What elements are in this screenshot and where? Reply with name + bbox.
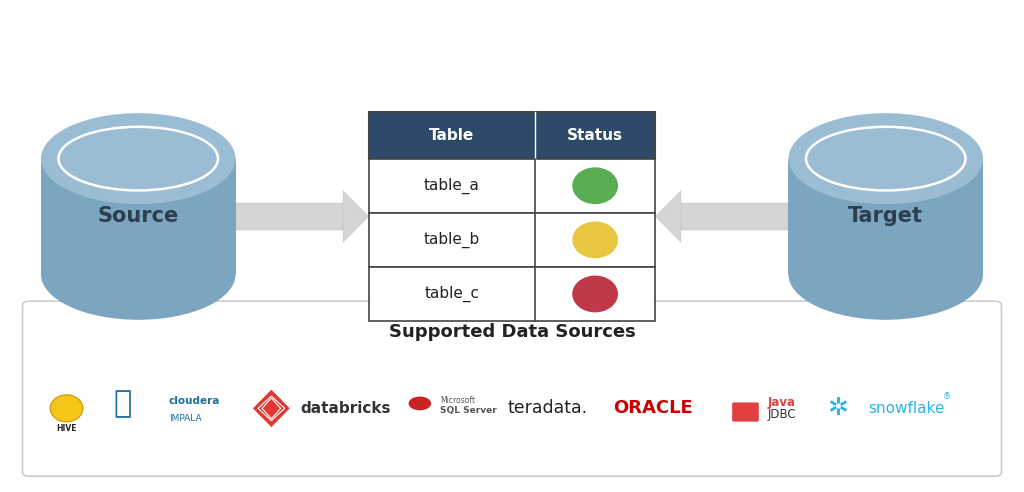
Text: table_b: table_b <box>424 232 480 248</box>
Text: SQL Server: SQL Server <box>440 406 497 415</box>
Text: table_c: table_c <box>424 286 479 302</box>
Text: Status: Status <box>567 128 624 143</box>
FancyBboxPatch shape <box>369 112 655 158</box>
Polygon shape <box>343 190 369 242</box>
Text: databricks: databricks <box>300 401 390 416</box>
Text: ORACLE: ORACLE <box>613 400 693 417</box>
Text: Target: Target <box>848 207 924 226</box>
FancyBboxPatch shape <box>681 203 788 230</box>
FancyBboxPatch shape <box>23 301 1001 476</box>
Text: JDBC: JDBC <box>768 408 797 421</box>
Text: ✲: ✲ <box>827 397 848 420</box>
Text: cloudera: cloudera <box>169 396 220 406</box>
Ellipse shape <box>409 397 431 410</box>
Text: Source: Source <box>97 207 179 226</box>
FancyBboxPatch shape <box>236 203 343 230</box>
Ellipse shape <box>788 113 983 204</box>
FancyBboxPatch shape <box>41 158 236 275</box>
Ellipse shape <box>50 395 83 422</box>
Text: teradata.: teradata. <box>508 400 588 417</box>
FancyBboxPatch shape <box>788 158 983 275</box>
Text: ®: ® <box>943 392 951 401</box>
Text: Supported Data Sources: Supported Data Sources <box>389 323 635 341</box>
Ellipse shape <box>572 221 618 258</box>
Text: Table: Table <box>429 128 474 143</box>
Ellipse shape <box>572 167 618 204</box>
Polygon shape <box>253 390 290 427</box>
FancyBboxPatch shape <box>369 158 655 213</box>
Ellipse shape <box>572 276 618 312</box>
Text: IMPALA: IMPALA <box>169 414 202 423</box>
Text: snowflake: snowflake <box>868 401 945 416</box>
Text: 𝓨: 𝓨 <box>114 389 132 418</box>
Ellipse shape <box>788 229 983 320</box>
Ellipse shape <box>41 229 236 320</box>
Polygon shape <box>655 190 681 242</box>
FancyBboxPatch shape <box>369 267 655 321</box>
Text: table_a: table_a <box>424 178 479 194</box>
Ellipse shape <box>41 113 236 204</box>
FancyBboxPatch shape <box>369 213 655 267</box>
Text: Microsoft: Microsoft <box>440 397 475 405</box>
FancyBboxPatch shape <box>732 402 759 422</box>
Text: HIVE: HIVE <box>56 424 77 432</box>
Text: Java: Java <box>768 396 796 409</box>
